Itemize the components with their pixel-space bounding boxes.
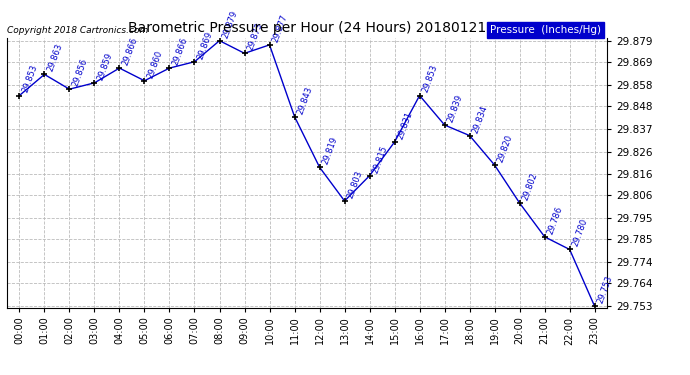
Text: 29.819: 29.819	[321, 135, 339, 166]
Text: 29.834: 29.834	[471, 104, 489, 134]
Text: Copyright 2018 Cartronics.com: Copyright 2018 Cartronics.com	[7, 26, 148, 35]
Text: 29.820: 29.820	[496, 134, 515, 164]
Text: 29.873: 29.873	[246, 21, 264, 52]
Text: 29.831: 29.831	[396, 110, 415, 141]
Text: 29.786: 29.786	[546, 205, 564, 236]
Text: 29.869: 29.869	[196, 30, 215, 60]
Text: 29.860: 29.860	[146, 49, 164, 80]
Text: 29.853: 29.853	[421, 64, 440, 94]
Text: Pressure  (Inches/Hg): Pressure (Inches/Hg)	[490, 25, 601, 35]
Title: Barometric Pressure per Hour (24 Hours) 20180121: Barometric Pressure per Hour (24 Hours) …	[128, 21, 486, 35]
Text: 29.780: 29.780	[571, 217, 589, 248]
Text: 29.802: 29.802	[521, 171, 540, 202]
Text: 29.803: 29.803	[346, 169, 364, 200]
Text: 29.856: 29.856	[71, 57, 89, 88]
Text: 29.866: 29.866	[121, 36, 139, 67]
Text: 29.866: 29.866	[171, 36, 189, 67]
Text: 29.853: 29.853	[21, 64, 39, 94]
Text: 29.859: 29.859	[96, 51, 115, 81]
Text: 29.843: 29.843	[296, 85, 315, 115]
Text: 29.877: 29.877	[271, 13, 289, 44]
Text: 29.839: 29.839	[446, 93, 464, 124]
Text: 29.863: 29.863	[46, 42, 64, 73]
Text: 29.879: 29.879	[221, 9, 239, 39]
Text: 29.815: 29.815	[371, 144, 389, 174]
Text: 29.753: 29.753	[596, 274, 615, 305]
